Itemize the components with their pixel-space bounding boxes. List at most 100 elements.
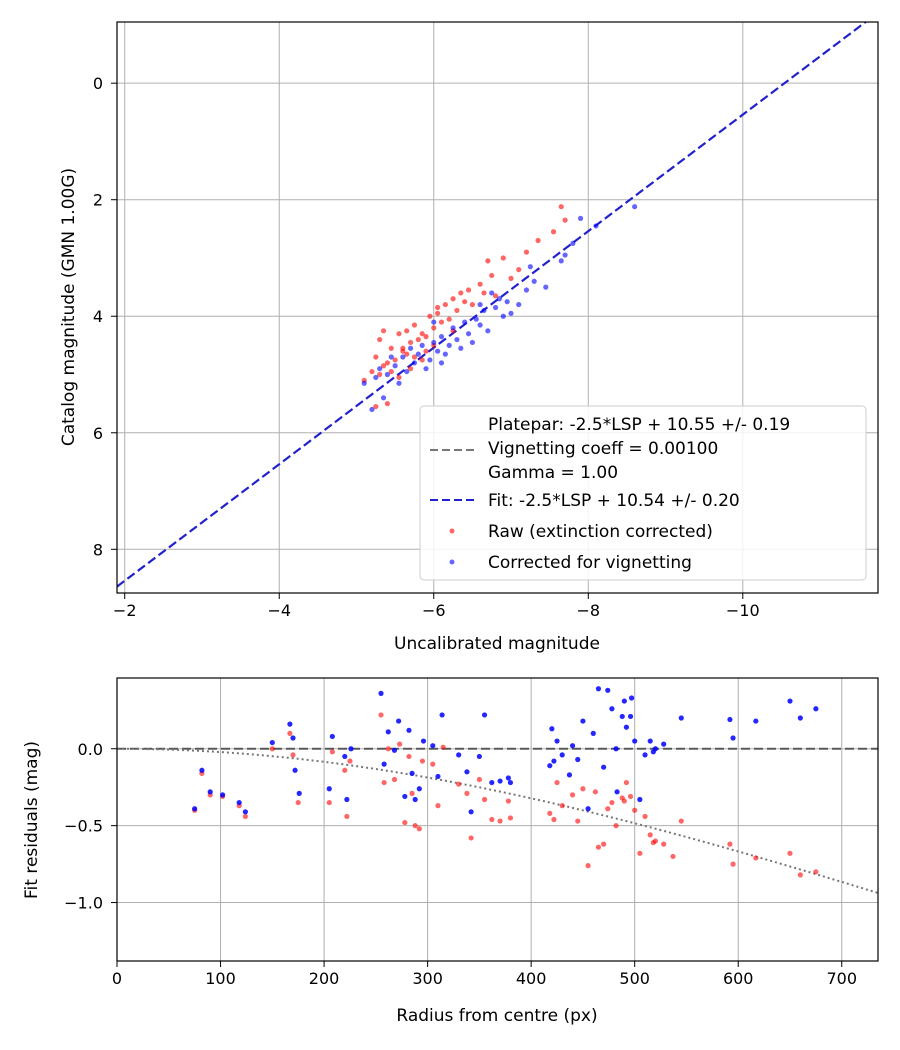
- bottom-corrected-point: [329, 733, 335, 740]
- bottom-raw-point: [381, 779, 387, 786]
- top-corrected-point: [423, 366, 429, 372]
- bottom-raw-point: [397, 741, 403, 747]
- top-corrected-point: [527, 264, 533, 270]
- bottom-raw-point: [507, 815, 514, 821]
- top-x-tick-label: −8: [576, 601, 600, 620]
- top-y-tick-label: 0: [93, 74, 103, 93]
- top-corrected-point: [400, 354, 406, 360]
- bottom-raw-point: [402, 819, 408, 826]
- top-corrected-point: [388, 354, 394, 360]
- top-corrected-point: [504, 299, 510, 305]
- legend: Platepar: -2.5*LSP + 10.55 +/- 0.19 Vign…: [419, 405, 867, 581]
- top-corrected-point: [577, 215, 584, 221]
- bottom-corrected-point: [614, 789, 620, 795]
- bottom-raw-point: [632, 807, 638, 813]
- bottom-x-tick-label: 100: [205, 969, 236, 988]
- bottom-corrected-point: [590, 730, 596, 736]
- bottom-raw-point: [652, 838, 658, 844]
- bottom-raw-point: [627, 793, 634, 800]
- bottom-reference-lines: [117, 747, 878, 894]
- bottom-corrected-point: [292, 767, 298, 773]
- top-x-tick-label: −6: [422, 601, 446, 620]
- top-x-tick-label: −10: [726, 601, 760, 620]
- top-raw-point: [396, 374, 402, 381]
- top-raw-point: [462, 299, 468, 305]
- top-corrected-point: [531, 278, 537, 284]
- bottom-vignetting-curve: [117, 747, 878, 894]
- bottom-corrected-point: [621, 698, 627, 704]
- top-corrected-point: [516, 301, 522, 308]
- top-raw-point: [400, 345, 406, 351]
- top-raw-point: [404, 328, 410, 334]
- top-raw-point: [500, 255, 506, 261]
- top-raw-point: [377, 371, 383, 378]
- top-corrected-point: [454, 336, 460, 343]
- bottom-corrected-point: [730, 735, 736, 741]
- bottom-raw-point: [623, 779, 630, 786]
- bottom-raw-point: [647, 832, 653, 838]
- bottom-corrected-point: [412, 796, 418, 803]
- top-raw-point: [427, 313, 433, 319]
- top-raw-point: [384, 401, 391, 407]
- bottom-raw-point: [585, 863, 591, 869]
- legend-box: [419, 405, 867, 581]
- bottom-corrected-point: [559, 752, 565, 758]
- top-corrected-point: [373, 374, 379, 381]
- bottom-corrected-point: [609, 706, 615, 712]
- top-x-tick-label: −2: [113, 601, 137, 620]
- top-raw-point: [388, 345, 394, 351]
- top-corrected-point: [369, 406, 375, 413]
- top-corrected-point: [508, 310, 514, 316]
- bottom-raw-point: [505, 798, 511, 804]
- bottom-corrected-point: [391, 747, 398, 753]
- top-raw-point: [411, 322, 418, 328]
- top-corrected-point: [411, 360, 418, 366]
- top-corrected-point: [562, 252, 568, 258]
- bottom-raw-point: [295, 799, 301, 806]
- top-raw-point: [431, 325, 437, 331]
- bottom-y-ticks: 0.0 −0.5 −1.0: [64, 740, 117, 913]
- top-corrected-point: [523, 287, 530, 293]
- bottom-corrected-point: [464, 769, 470, 775]
- top-raw-point: [384, 360, 391, 366]
- top-raw-point: [419, 331, 425, 337]
- bottom-raw-point: [595, 844, 602, 850]
- top-corrected-point: [392, 363, 398, 369]
- bottom-corrected-point: [287, 721, 293, 727]
- top-corrected-point: [489, 290, 495, 296]
- bottom-corrected-point: [385, 729, 391, 735]
- bottom-raw-point: [621, 798, 627, 804]
- bottom-corrected-point: [727, 716, 733, 723]
- top-raw-point: [562, 217, 568, 223]
- top-y-tick-label: 6: [93, 424, 103, 443]
- top-corrected-point: [419, 342, 425, 348]
- bottom-raw-point: [242, 813, 248, 820]
- bottom-raw-point: [613, 823, 619, 829]
- bottom-corrected-point: [409, 770, 415, 776]
- bottom-gridlines: [116, 678, 878, 961]
- top-corrected-point: [496, 296, 503, 302]
- top-raw-point: [388, 368, 394, 375]
- bottom-corrected-point: [192, 806, 198, 812]
- bottom-raw-point: [430, 761, 436, 767]
- bottom-corrected-point: [242, 809, 248, 815]
- bottom-y-tick-label: −0.5: [64, 817, 103, 836]
- bottom-raw-point: [378, 712, 384, 718]
- bottom-raw-point: [497, 818, 503, 824]
- bottom-corrected-point: [420, 738, 427, 744]
- bottom-corrected-point: [481, 712, 488, 718]
- bottom-plot-frame: [116, 677, 879, 962]
- top-corrected-point: [435, 348, 441, 354]
- bottom-raw-point: [642, 813, 648, 820]
- bottom-raw-point: [547, 810, 553, 816]
- top-x-tick-label: −4: [267, 601, 291, 620]
- bottom-x-tick-label: 600: [723, 969, 754, 988]
- bottom-corrected-point: [652, 746, 658, 752]
- bottom-corrected-point: [619, 713, 625, 720]
- top-corrected-point: [500, 313, 506, 319]
- bottom-corrected-point: [628, 695, 635, 701]
- bottom-corrected-point: [623, 724, 630, 730]
- bottom-corrected-point: [290, 735, 296, 741]
- bottom-raw-point: [342, 767, 348, 773]
- top-raw-point: [377, 336, 383, 343]
